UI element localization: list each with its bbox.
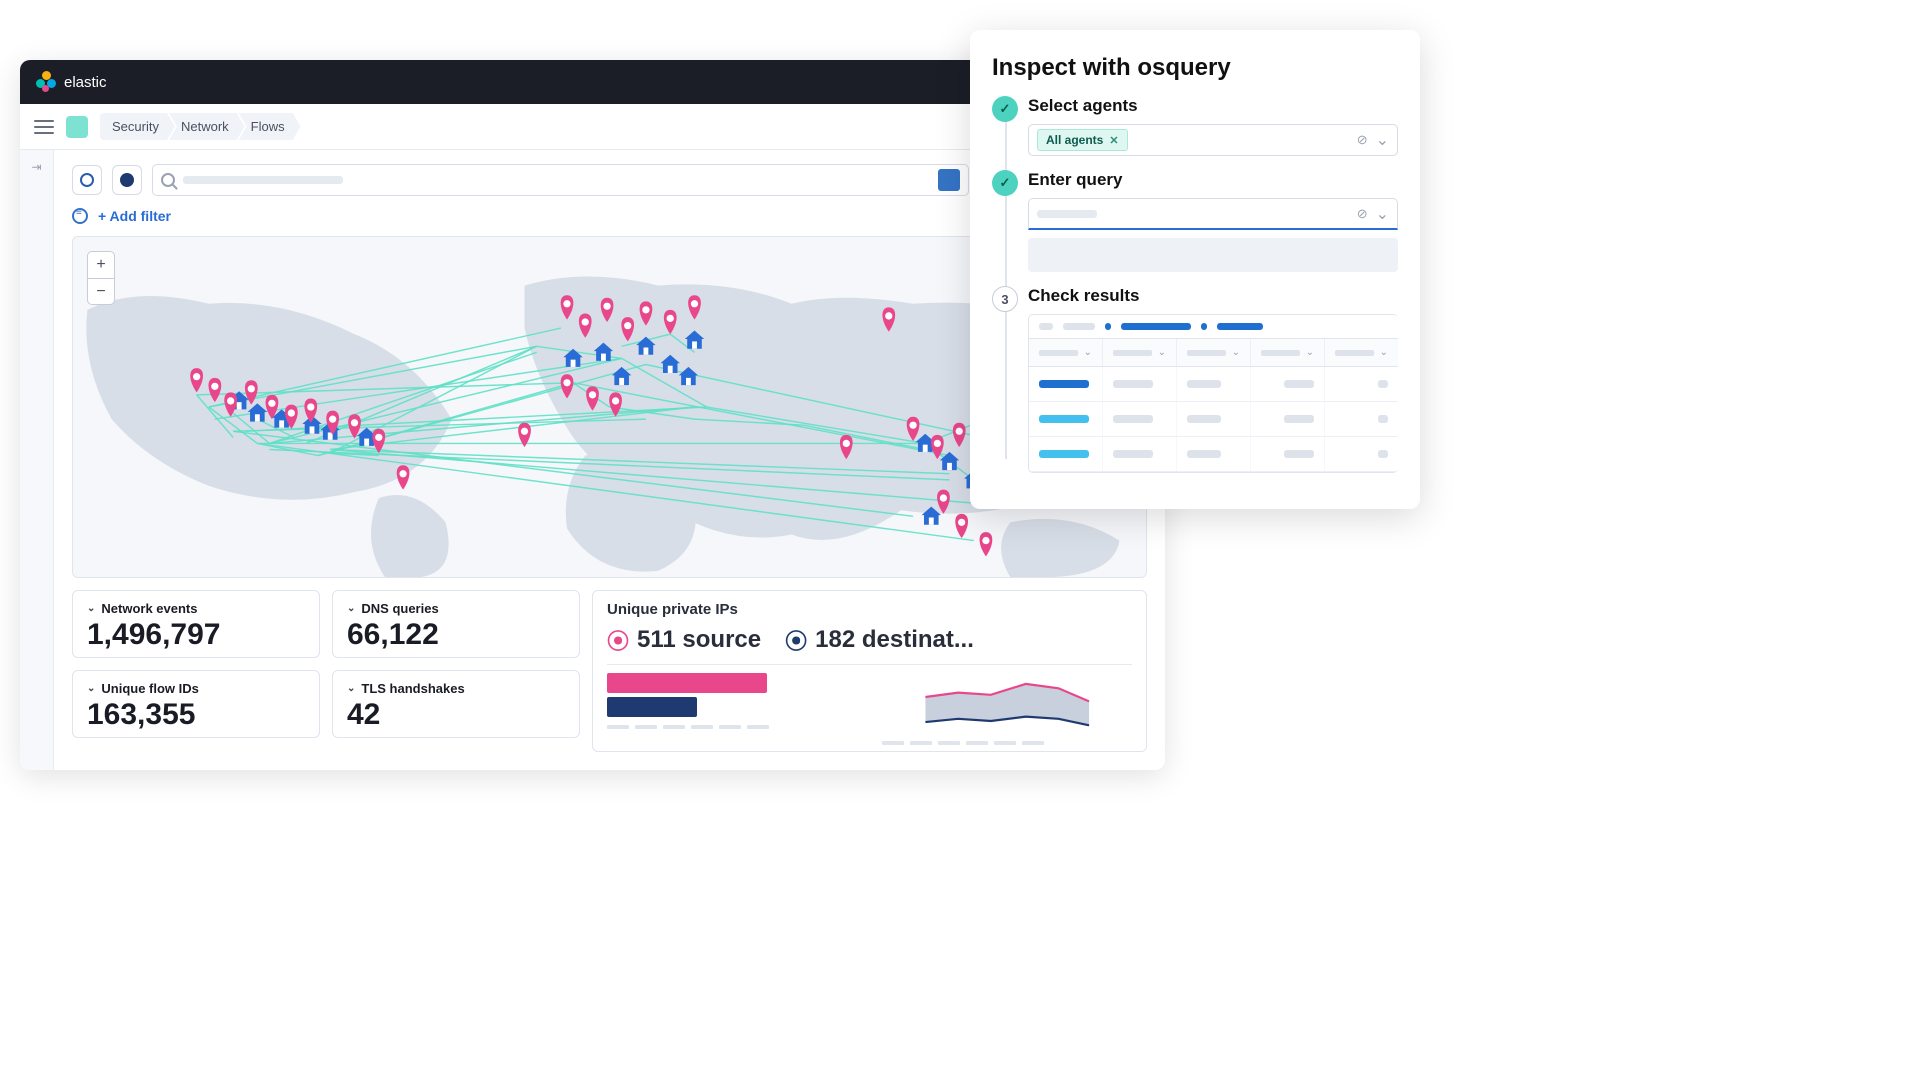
zoom-in-button[interactable]: +: [88, 252, 114, 278]
stat-tls-handshakes[interactable]: ⌄TLS handshakes 42: [332, 670, 580, 738]
agent-chip-all[interactable]: All agents ✕: [1037, 129, 1128, 151]
chevron-down-icon: ⌄: [87, 683, 95, 694]
add-filter-button[interactable]: + Add filter: [98, 208, 171, 224]
step-number-badge: 3: [992, 286, 1018, 312]
search-submit[interactable]: [938, 169, 960, 191]
chevron-down-icon[interactable]: ⌄: [1376, 130, 1389, 150]
results-column-header[interactable]: ⌄: [1251, 339, 1325, 366]
search-icon: [161, 173, 175, 187]
results-column-header[interactable]: ⌄: [1177, 339, 1251, 366]
breadcrumb-item[interactable]: Network: [169, 113, 245, 140]
query-editor-placeholder[interactable]: [1028, 238, 1398, 272]
chevron-down-icon[interactable]: ⌄: [1376, 204, 1389, 224]
query-mode-kql[interactable]: [72, 165, 102, 195]
query-input[interactable]: ⊘ ⌄: [1028, 198, 1398, 230]
unique-ips-card: Unique private IPs ⦿ 511 source ⦿ 182 de…: [592, 590, 1147, 752]
filter-options-icon[interactable]: [72, 208, 88, 224]
results-column-header[interactable]: ⌄: [1029, 339, 1103, 366]
chevron-down-icon: ⌄: [347, 683, 355, 694]
brand-text: elastic: [64, 74, 107, 91]
stats-row: ⌄Network events 1,496,797 ⌄Unique flow I…: [72, 590, 1147, 752]
pin-source-icon: ⦿: [607, 624, 629, 656]
agents-select[interactable]: All agents ✕ ⊘ ⌄: [1028, 124, 1398, 156]
clear-icon[interactable]: ⊘: [1357, 206, 1368, 222]
stat-network-events[interactable]: ⌄Network events 1,496,797: [72, 590, 320, 658]
zoom-out-button[interactable]: −: [88, 278, 114, 304]
elastic-logo-icon: [36, 71, 58, 93]
query-mode-lucene[interactable]: [112, 165, 142, 195]
chevron-down-icon: ⌄: [87, 603, 95, 614]
step-enter-query: ✓ Enter query ⊘ ⌄: [1028, 170, 1398, 272]
osquery-title: Inspect with osquery: [992, 54, 1398, 82]
step-check-results: 3 Check results ⌄⌄⌄⌄⌄: [1028, 286, 1398, 473]
chevron-right-icon: ⇥: [31, 160, 41, 174]
search-placeholder: [183, 176, 343, 184]
breadcrumb: SecurityNetworkFlows: [100, 113, 301, 140]
step-select-agents: ✓ Select agents All agents ✕ ⊘ ⌄: [1028, 96, 1398, 156]
collapse-sidebar[interactable]: ⇥: [20, 150, 54, 770]
menu-icon[interactable]: [34, 120, 54, 134]
results-column-header[interactable]: ⌄: [1103, 339, 1177, 366]
destination-ips-metric: ⦿ 182 destinat...: [785, 624, 974, 656]
search-input[interactable]: [152, 164, 969, 196]
results-row[interactable]: [1029, 367, 1398, 402]
breadcrumb-item[interactable]: Flows: [239, 113, 301, 140]
step-done-icon: ✓: [992, 170, 1018, 196]
stat-unique-flow-ids[interactable]: ⌄Unique flow IDs 163,355: [72, 670, 320, 738]
results-column-header[interactable]: ⌄: [1325, 339, 1398, 366]
pin-destination-icon: ⦿: [785, 624, 807, 656]
source-ips-metric: ⦿ 511 source: [607, 624, 761, 656]
results-row[interactable]: [1029, 402, 1398, 437]
chevron-down-icon: ⌄: [347, 603, 355, 614]
results-row[interactable]: [1029, 437, 1398, 472]
destination-area-chart: [882, 673, 1133, 745]
elastic-logo[interactable]: elastic: [36, 71, 107, 93]
chip-remove-icon[interactable]: ✕: [1109, 134, 1118, 147]
stat-dns-queries[interactable]: ⌄DNS queries 66,122: [332, 590, 580, 658]
step-done-icon: ✓: [992, 96, 1018, 122]
unique-ips-title: Unique private IPs: [607, 601, 1132, 624]
osquery-panel: Inspect with osquery ✓ Select agents All…: [970, 30, 1420, 509]
clear-icon[interactable]: ⊘: [1357, 132, 1368, 148]
map-zoom: + −: [87, 251, 115, 305]
source-bar-chart: [607, 673, 858, 745]
space-avatar[interactable]: [66, 116, 88, 138]
results-table: ⌄⌄⌄⌄⌄: [1028, 314, 1398, 473]
breadcrumb-item[interactable]: Security: [100, 113, 175, 140]
